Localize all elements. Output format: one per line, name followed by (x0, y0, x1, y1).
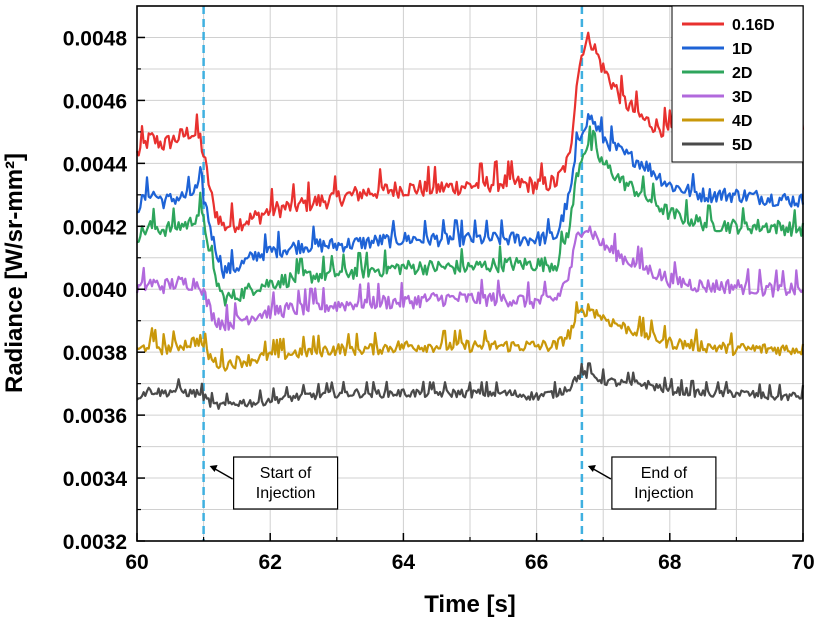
annotation-arrow-head (587, 465, 596, 472)
y-tick-label: 0.0042 (63, 216, 127, 239)
annotation-arrow-head (209, 465, 218, 472)
series-line-1D (136, 113, 805, 279)
y-tick-label: 0.0044 (63, 153, 128, 176)
legend-box (671, 5, 804, 163)
y-tick-label: 0.0036 (63, 405, 127, 428)
y-tick-label: 0.0048 (63, 27, 128, 50)
legend-label-5D: 5D (732, 137, 752, 154)
injection-markers (202, 6, 584, 541)
series-line-4D (136, 301, 805, 372)
legend-label-3D: 3D (732, 89, 752, 106)
annotation-text: Injection (634, 485, 694, 502)
series-line-3D (135, 225, 804, 332)
x-tick-label: 66 (525, 551, 548, 574)
x-axis-label: Time [s] (424, 591, 516, 618)
y-tick-label: 0.0032 (63, 531, 127, 554)
x-tick-label: 70 (791, 551, 814, 574)
legend: 0.16D 1D 2D 3D 4D 5D (671, 5, 804, 163)
legend-label-1D: 1D (732, 41, 752, 58)
series-line-5D (136, 362, 805, 410)
marker-annotations: Start of Injection End of Injection (209, 456, 717, 510)
legend-label-2D: 2D (732, 65, 752, 82)
y-tick-label: 0.0034 (63, 468, 128, 491)
x-tick-label: 62 (259, 551, 282, 574)
annotation-text: Injection (256, 485, 316, 502)
y-tick-label: 0.0040 (63, 279, 127, 302)
x-tick-label: 60 (125, 551, 148, 574)
y-axis-label: Radiance [W/sr-mm²] (1, 153, 28, 393)
annotation-text: End of (641, 465, 688, 482)
annotation-text: Start of (260, 465, 312, 482)
legend-label-0.16D: 0.16D (732, 17, 775, 34)
axis-ticks: 60 62 64 66 68 70 0.0032 0.0034 0.0036 0.0038 0.00… (63, 27, 815, 574)
x-tick-label: 68 (658, 551, 682, 574)
legend-label-4D: 4D (732, 113, 752, 130)
series-line-2D (136, 125, 805, 307)
y-tick-label: 0.0046 (63, 90, 127, 113)
y-tick-label: 0.0038 (63, 342, 128, 365)
annotation-box (233, 456, 339, 510)
x-tick-label: 64 (392, 551, 416, 574)
annotation-box (611, 456, 717, 510)
